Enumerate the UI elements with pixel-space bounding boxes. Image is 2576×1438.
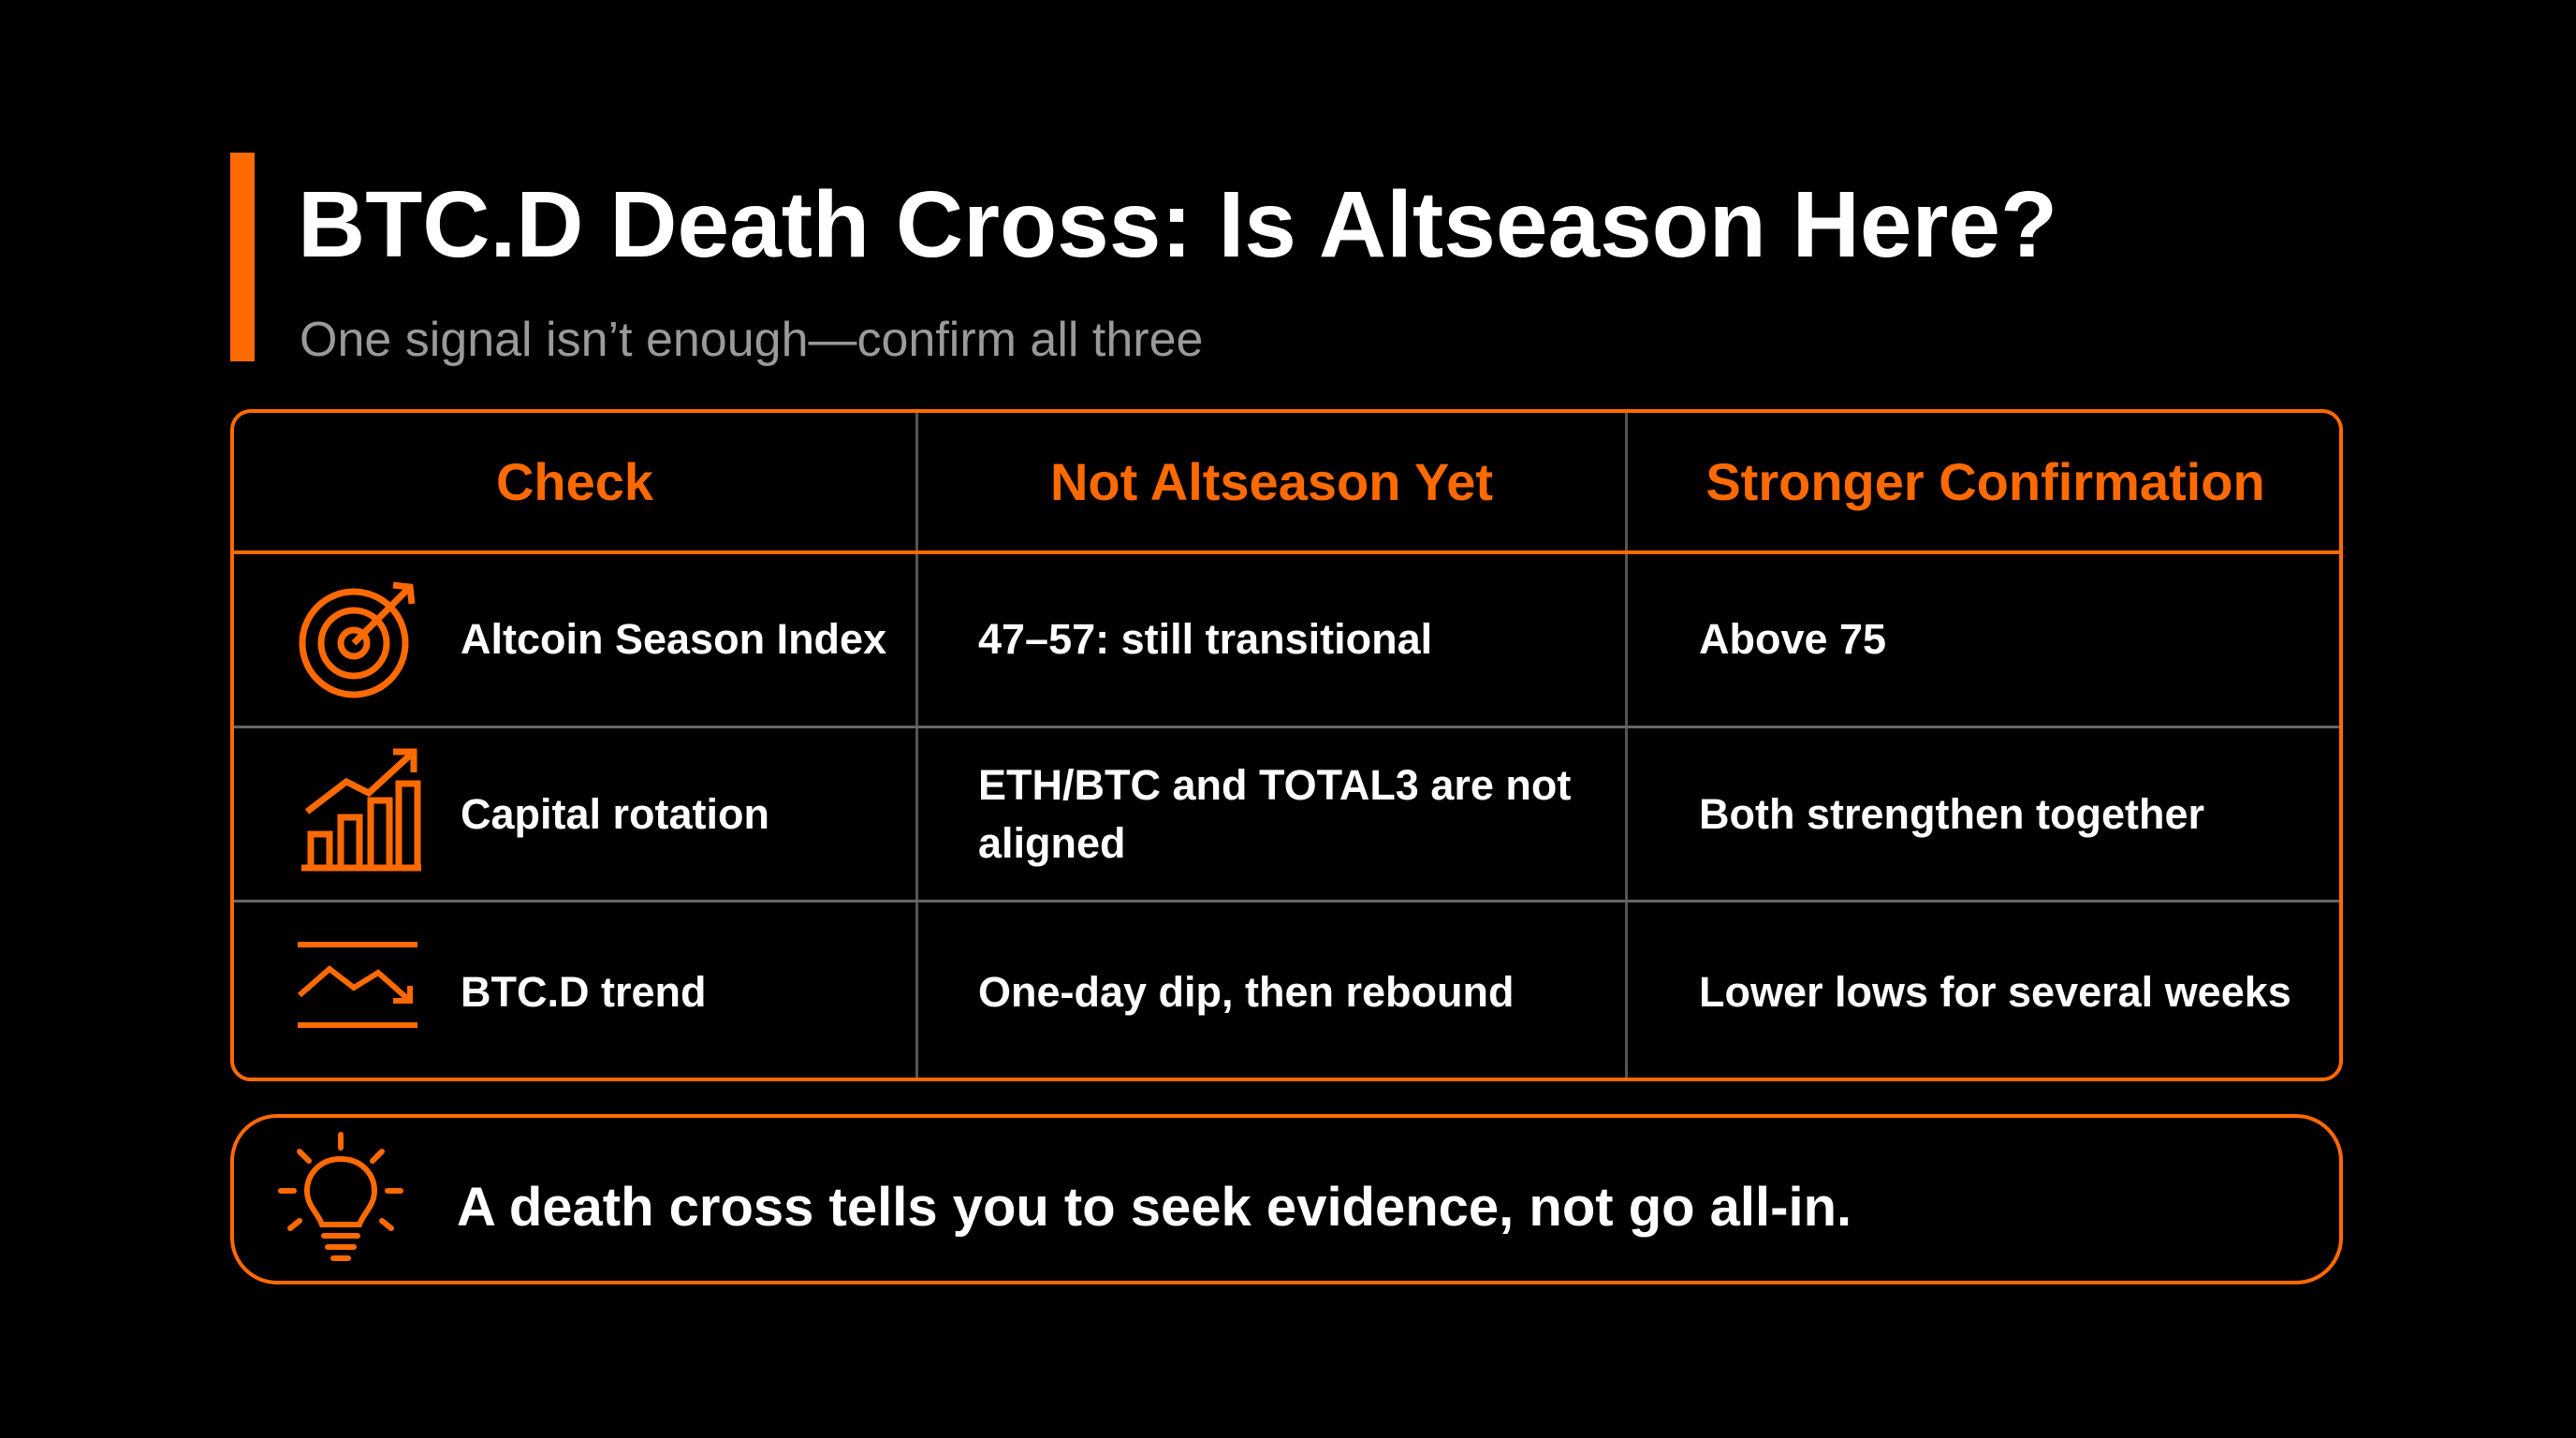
callout-box	[230, 1114, 2343, 1284]
downtrend-icon	[298, 942, 417, 1028]
column-header: Not Altseason Yet	[1049, 452, 1494, 511]
lightbulb-icon	[278, 1132, 403, 1261]
table-cell: ETH/BTC and TOTAL3 are not aligned	[978, 760, 1572, 867]
table-cell: Lower lows for several weeks	[1699, 967, 2291, 1016]
growth-chart-icon	[301, 748, 421, 872]
header-divider	[234, 550, 2339, 554]
column-divider	[1625, 413, 1628, 1078]
table-cell: Both strengthen together	[1699, 789, 2204, 838]
callout-text: A death cross tells you to seek evidence…	[457, 1177, 1852, 1238]
table-cell: Altcoin Season Index	[461, 615, 887, 663]
table-cell: One-day dip, then rebound	[978, 967, 1515, 1016]
column-header: Check	[495, 452, 654, 511]
column-header: Stronger Confirmation	[1705, 452, 2265, 511]
subtitle: One signal isn’t enough—confirm all thre…	[300, 313, 1204, 367]
table-cell: 47–57: still transitional	[978, 615, 1433, 663]
table-cell: Capital rotation	[461, 789, 770, 838]
row-divider	[234, 726, 2339, 728]
table-cell: Above 75	[1699, 615, 1887, 663]
accent-bar	[230, 153, 255, 361]
row-divider	[234, 900, 2339, 902]
table-cell: BTC.D trend	[461, 967, 707, 1016]
comparison-table: Check Not Altseason Yet Stronger Confirm…	[230, 409, 2343, 1081]
column-divider	[915, 413, 918, 1078]
target-icon	[299, 581, 416, 698]
title: BTC.D Death Cross: Is Altseason Here?	[298, 172, 2058, 277]
